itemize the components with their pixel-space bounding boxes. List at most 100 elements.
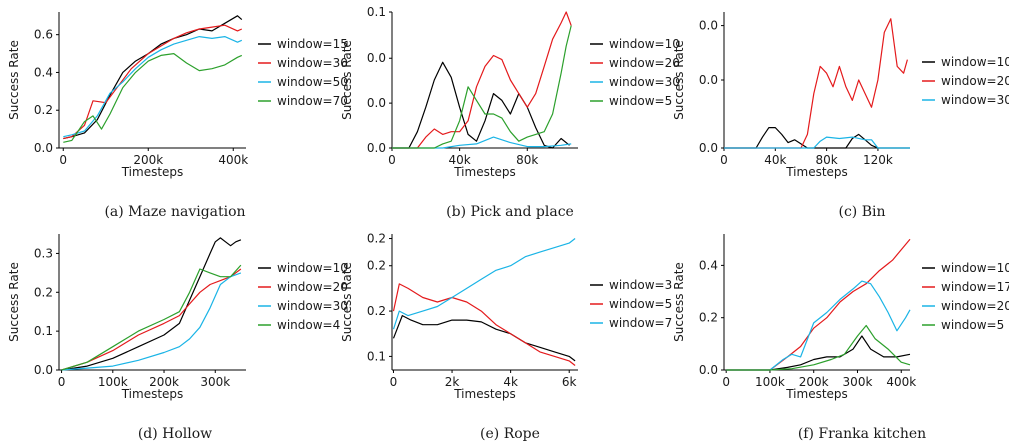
subfigure-caption: (e) Rope	[480, 426, 540, 442]
x-axis-label: Timesteps	[453, 165, 516, 179]
subplot-5: 0 100k 200k 300k 400k 0.0 0.2 0.4 Timesteps Succe…	[672, 234, 1009, 442]
legend-label: window=10	[277, 261, 348, 275]
y-tick-label: 0.0	[699, 363, 718, 377]
subfigure-caption: (b) Pick and place	[446, 204, 574, 220]
x-tick-label: 0	[720, 153, 728, 167]
legend-label: window=10	[609, 37, 680, 51]
x-axis-label: Timesteps	[121, 387, 184, 401]
x-tick-label: 80k	[516, 153, 538, 167]
subfigure-caption: (f) Franka kitchen	[798, 426, 926, 442]
legend-label: window=30	[277, 299, 348, 313]
series-line-window=5	[392, 283, 576, 366]
y-tick-label: 0.2	[367, 304, 386, 318]
legend-label: window=3	[609, 278, 672, 292]
x-tick-label: 120k	[863, 153, 893, 167]
y-tick-label: 0.0	[367, 51, 386, 65]
x-tick-label: 400k	[886, 375, 916, 389]
y-tick-label: 0.6	[34, 28, 53, 42]
x-tick-label: 0	[390, 375, 398, 389]
x-axis-label: Timesteps	[121, 165, 184, 179]
legend-label: window=20	[609, 56, 680, 70]
legend-label: window=70	[277, 94, 348, 108]
series-line-window=20	[392, 11, 572, 149]
x-tick-label: 200k	[133, 153, 163, 167]
legend-label: window=30	[277, 56, 348, 70]
x-tick-label: 200k	[149, 375, 179, 389]
x-axis-label: Timesteps	[785, 387, 848, 401]
x-axis-label: Timesteps	[453, 387, 516, 401]
y-tick-label: 0.3	[34, 246, 53, 260]
legend-label: window=5	[609, 297, 672, 311]
y-tick-label: 0.0	[34, 363, 53, 377]
legend-label: window=4	[277, 318, 340, 332]
y-tick-label: 0.1	[367, 5, 386, 19]
legend-label: window=5	[609, 94, 672, 108]
series-line-window=10	[392, 61, 570, 149]
x-tick-label: 80k	[816, 153, 838, 167]
x-axis-label: Timesteps	[785, 165, 848, 179]
y-tick-label: 0.2	[367, 259, 386, 273]
series-line-window=30	[724, 136, 910, 149]
x-tick-label: 2k	[445, 375, 460, 389]
series-line-window=3	[392, 315, 576, 362]
series-line-window=50	[63, 35, 243, 138]
y-tick-label: 0.2	[699, 311, 718, 325]
subplot-4: 0 2k 4k 6k 0.1 0.2 0.2 0.2 Timesteps Success Rate…	[340, 232, 672, 442]
x-tick-label: 40k	[449, 153, 471, 167]
x-tick-label: 100k	[98, 375, 128, 389]
series-line-window=70	[63, 52, 243, 143]
legend-label: window=15	[277, 37, 348, 51]
subplot-1: 0 40k 80k 0.0 0.0 0.0 0.1 Timesteps Success Rate…	[340, 5, 680, 220]
subplot-0: 0 200k 400k 0.0 0.2 0.4 0.6 Timesteps Success Ra…	[7, 12, 348, 220]
x-tick-label: 0	[58, 375, 66, 389]
subfigure-caption: (a) Maze navigation	[104, 204, 245, 220]
y-tick-label: 0.0	[699, 19, 718, 33]
series-line-window=5	[392, 25, 572, 149]
y-tick-label: 0.2	[34, 285, 53, 299]
legend-label: window=17	[941, 280, 1009, 294]
y-tick-label: 0.0	[367, 96, 386, 110]
series-line-window=20	[726, 280, 911, 371]
y-tick-label: 0.2	[367, 232, 386, 246]
legend-label: window=50	[277, 75, 348, 89]
y-tick-label: 0.0	[699, 73, 718, 87]
y-tick-label: 0.4	[34, 65, 53, 79]
y-tick-label: 0.1	[34, 324, 53, 338]
y-axis-label: Success Rate	[672, 262, 686, 342]
series-line-window=30	[61, 272, 242, 371]
legend-label: window=30	[609, 75, 680, 89]
series-line-window=4	[61, 264, 242, 371]
y-axis-label: Success Rate	[7, 40, 21, 120]
y-axis-label: Success Rate	[7, 262, 21, 342]
y-tick-label: 0.0	[34, 141, 53, 155]
series-line-window=30	[392, 136, 572, 149]
legend-label: window=10	[941, 261, 1009, 275]
series-line-window=30	[63, 24, 243, 140]
y-tick-label: 0.0	[699, 141, 718, 155]
y-tick-label: 0.0	[367, 141, 386, 155]
series-line-window=17	[726, 238, 911, 371]
x-tick-label: 0	[722, 375, 730, 389]
x-tick-label: 300k	[200, 375, 230, 389]
y-tick-label: 0.2	[34, 103, 53, 117]
x-tick-label: 6k	[562, 375, 577, 389]
series-line-window=20	[61, 268, 242, 371]
series-line-window=15	[63, 15, 243, 140]
legend-label: window=5	[941, 318, 1004, 332]
x-tick-label: 4k	[503, 375, 518, 389]
y-axis-label: Success Rate	[340, 40, 354, 120]
series-line-window=10	[724, 126, 910, 149]
legend-label: window=20	[941, 299, 1009, 313]
series-line-window=10	[726, 335, 911, 371]
legend-label: window=30	[941, 93, 1009, 107]
legend-label: window=20	[941, 74, 1009, 88]
subplot-3: 0 100k 200k 300k 0.0 0.1 0.2 0.3 Timesteps Succes…	[7, 234, 348, 442]
x-tick-label: 0	[59, 153, 67, 167]
y-axis-label: Success Rate	[340, 262, 354, 342]
series-line-window=10	[61, 237, 242, 371]
x-tick-label: 300k	[843, 375, 873, 389]
legend-label: window=20	[277, 280, 348, 294]
legend-label: window=7	[609, 316, 672, 330]
subfigure-caption: (d) Hollow	[138, 426, 212, 442]
y-axis-label: Success Rate	[672, 40, 686, 120]
